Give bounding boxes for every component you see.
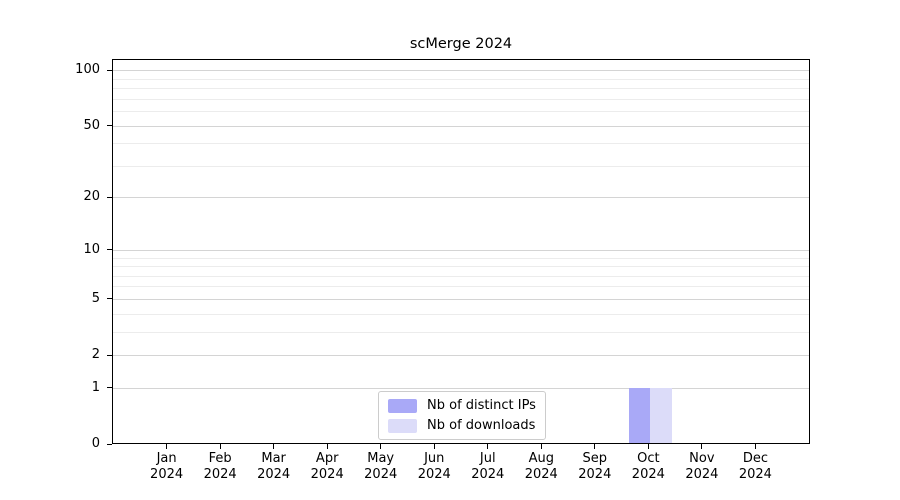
legend-label-downloads: Nb of downloads: [427, 418, 536, 433]
y-tick-label: 100: [75, 62, 100, 78]
x-tick-year: 2024: [150, 466, 184, 482]
y-tick: [107, 354, 112, 356]
x-tick-year: 2024: [685, 466, 719, 482]
gridline-minor: [113, 286, 809, 288]
x-tick-label: Oct 2024: [616, 451, 680, 482]
x-tick: [540, 444, 542, 449]
bar-nb-of-downloads-oct: [650, 387, 672, 443]
chart-title: scMerge 2024: [409, 36, 513, 52]
x-tick: [647, 444, 649, 449]
x-tick: [701, 444, 703, 449]
legend-item-distinct-ips: Nb of distinct IPs: [388, 398, 536, 413]
y-tick: [107, 443, 112, 445]
gridline-major: [113, 355, 809, 357]
x-tick: [219, 444, 221, 449]
x-tick-month: Jan: [156, 451, 177, 466]
x-tick: [487, 444, 489, 449]
y-tick: [107, 69, 112, 71]
y-tick: [107, 387, 112, 389]
x-tick-month: May: [367, 451, 395, 466]
gridline-minor: [113, 331, 809, 333]
y-tick-label: 10: [83, 241, 100, 257]
y-tick: [107, 196, 112, 198]
gridline-minor: [113, 143, 809, 145]
x-tick-month: Mar: [261, 451, 286, 466]
x-tick: [380, 444, 382, 449]
gridline-minor: [113, 266, 809, 268]
gridline-major: [113, 387, 809, 389]
gridline-minor: [113, 313, 809, 315]
x-tick: [754, 444, 756, 449]
gridline-minor: [113, 257, 809, 259]
plot-area: [112, 59, 810, 444]
x-tick-month: Nov: [689, 451, 715, 466]
x-tick-month: Jun: [424, 451, 445, 466]
x-tick-label: Apr 2024: [295, 451, 359, 482]
x-tick-year: 2024: [524, 466, 558, 482]
y-tick-label: 5: [91, 290, 100, 306]
x-tick: [326, 444, 328, 449]
x-tick-month: Apr: [315, 451, 339, 466]
y-tick-label: 1: [91, 379, 100, 395]
y-tick: [107, 298, 112, 300]
x-tick-label: Aug 2024: [509, 451, 573, 482]
x-tick-month: Jul: [479, 451, 496, 466]
x-tick-label: Sep 2024: [563, 451, 627, 482]
x-tick-label: Nov 2024: [670, 451, 734, 482]
x-tick-label: Feb 2024: [188, 451, 252, 482]
gridline-minor: [113, 98, 809, 100]
legend-swatch-downloads: [388, 418, 417, 433]
x-tick-year: 2024: [738, 466, 772, 482]
x-tick-year: 2024: [417, 466, 451, 482]
y-tick-label: 2: [91, 347, 100, 363]
gridline-major: [113, 70, 809, 72]
legend-item-downloads: Nb of downloads: [388, 418, 536, 433]
y-tick-label: 20: [83, 189, 100, 205]
legend-label-distinct-ips: Nb of distinct IPs: [427, 398, 536, 413]
gridline-minor: [113, 165, 809, 167]
x-tick-year: 2024: [471, 466, 505, 482]
x-tick-label: Jan 2024: [135, 451, 199, 482]
gridline-minor: [113, 78, 809, 80]
gridline-major: [113, 197, 809, 199]
gridline-major: [113, 298, 809, 300]
x-tick-year: 2024: [310, 466, 344, 482]
x-tick-year: 2024: [257, 466, 291, 482]
y-tick-label: 50: [83, 117, 100, 133]
gridline-minor: [113, 88, 809, 90]
x-tick-month: Dec: [742, 451, 768, 466]
x-tick-year: 2024: [631, 466, 665, 482]
x-tick-month: Sep: [582, 451, 608, 466]
gridline-major: [113, 249, 809, 251]
legend: Nb of distinct IPs Nb of downloads: [378, 391, 546, 440]
gridline-major: [113, 125, 809, 127]
gridline-minor: [113, 275, 809, 277]
y-tick: [107, 249, 112, 251]
x-tick: [433, 444, 435, 449]
x-tick-label: Jun 2024: [402, 451, 466, 482]
x-tick-month: Oct: [637, 451, 660, 466]
x-tick-year: 2024: [578, 466, 612, 482]
x-tick: [594, 444, 596, 449]
x-tick-month: Aug: [528, 451, 554, 466]
y-tick-label: 0: [91, 436, 100, 451]
x-tick-month: Feb: [208, 451, 232, 466]
x-tick-year: 2024: [203, 466, 237, 482]
gridline-minor: [113, 111, 809, 113]
legend-swatch-distinct-ips: [388, 398, 417, 413]
bar-nb-of-distinct-ips-oct: [628, 387, 651, 443]
x-tick-label: Dec 2024: [723, 451, 787, 482]
x-tick-label: May 2024: [349, 451, 413, 482]
x-tick: [273, 444, 275, 449]
x-tick-label: Jul 2024: [456, 451, 520, 482]
x-tick: [166, 444, 168, 449]
y-tick: [107, 125, 112, 127]
x-tick-label: Mar 2024: [242, 451, 306, 482]
x-tick-year: 2024: [364, 466, 398, 482]
